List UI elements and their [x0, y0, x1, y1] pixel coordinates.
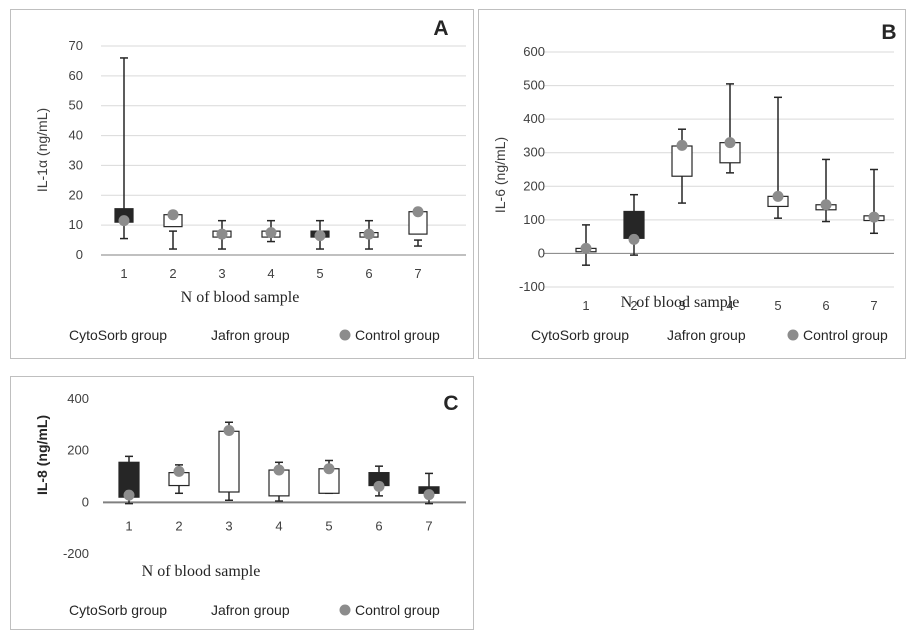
y-tick-label: 100	[523, 212, 545, 227]
y-tick-label: 200	[523, 178, 545, 193]
control-point	[167, 209, 179, 221]
y-tick-label: 40	[69, 128, 83, 143]
x-axis-title: N of blood sample	[621, 294, 740, 311]
chart-panel-b: -100 0 100 200 300 400 500 600 1 2 3 4 5 6 7 N of blood…	[478, 9, 906, 359]
legend-label: CytoSorb group	[531, 327, 629, 343]
x-tick-label: 5	[316, 266, 323, 281]
y-tick-label: 600	[523, 44, 545, 59]
control-point	[273, 464, 285, 476]
chart-panel-a: 0 10 20 30 40 50 60 70 1 2 3 4 5 6 7 N of blood sample I…	[10, 9, 474, 359]
y-tick-label: 60	[69, 68, 83, 83]
y-tick-label: 400	[523, 111, 545, 126]
y-tick-label: 200	[67, 443, 89, 458]
x-tick-label: 2	[175, 518, 182, 533]
y-tick-label: 300	[523, 145, 545, 160]
legend-label: Jafron group	[667, 327, 746, 343]
control-point	[868, 211, 880, 223]
control-point	[118, 215, 130, 227]
y-tick-label: 400	[67, 391, 89, 406]
x-tick-label: 5	[774, 298, 781, 313]
panel-label: C	[443, 392, 458, 415]
control-point	[123, 489, 135, 501]
chart-c-svg: -200 0 200 400 1 2 3 4 5 6 7 N of blood sample IL-8 …	[34, 391, 466, 618]
x-tick-label: 1	[120, 266, 127, 281]
legend-marker-control	[787, 329, 799, 341]
x-tick-label: 6	[365, 266, 372, 281]
x-tick-label: 4	[267, 266, 274, 281]
control-point	[373, 480, 385, 492]
control-point	[223, 425, 235, 437]
x-tick-label: 3	[225, 518, 232, 533]
control-point	[724, 137, 736, 149]
y-tick-label: -200	[63, 546, 89, 561]
control-point	[314, 230, 326, 242]
legend-label: CytoSorb group	[69, 327, 167, 343]
control-point	[580, 242, 592, 254]
x-tick-label: 4	[726, 298, 733, 313]
y-tick-label: 10	[69, 217, 83, 232]
chart-b-svg: -100 0 100 200 300 400 500 600 1 2 3 4 5 6 7 N of blood…	[492, 21, 897, 343]
y-tick-label: 20	[69, 187, 83, 202]
control-point	[423, 489, 435, 501]
y-tick-label: 70	[69, 38, 83, 53]
control-point	[820, 199, 832, 211]
y-tick-label: 500	[523, 78, 545, 93]
x-tick-label: 7	[425, 518, 432, 533]
legend-marker-control	[339, 329, 351, 341]
y-tick-label: 30	[69, 157, 83, 172]
control-point	[363, 228, 375, 240]
y-axis-title: IL-8 (ng/mL)	[34, 415, 50, 495]
panel-label: B	[881, 21, 896, 44]
control-point	[412, 206, 424, 218]
chart-a-svg: 0 10 20 30 40 50 60 70 1 2 3 4 5 6 7 N of blood sample I…	[34, 17, 466, 343]
x-tick-label: 3	[678, 298, 685, 313]
y-tick-label: 0	[76, 247, 83, 262]
control-point	[216, 228, 228, 240]
x-tick-label: 6	[375, 518, 382, 533]
x-tick-label: 2	[630, 298, 637, 313]
panel-label: A	[433, 17, 448, 40]
legend-label: Jafron group	[211, 602, 290, 618]
legend-label: Control group	[355, 327, 440, 343]
control-point	[628, 233, 640, 245]
legend-label: Control group	[355, 602, 440, 618]
y-tick-label: 50	[69, 98, 83, 113]
x-tick-label: 5	[325, 518, 332, 533]
x-tick-label: 4	[275, 518, 282, 533]
x-axis-title: N of blood sample	[142, 563, 261, 580]
control-point	[323, 463, 335, 475]
legend-label: Jafron group	[211, 327, 290, 343]
control-point	[772, 190, 784, 202]
x-tick-label: 2	[169, 266, 176, 281]
y-tick-label: 0	[82, 494, 89, 509]
x-tick-label: 7	[414, 266, 421, 281]
x-axis-title: N of blood sample	[181, 289, 300, 306]
y-tick-label: 0	[538, 245, 545, 260]
legend-label: CytoSorb group	[69, 602, 167, 618]
legend-marker-control	[339, 604, 351, 616]
y-tick-label: -100	[519, 279, 545, 294]
legend-label: Control group	[803, 327, 888, 343]
control-point	[173, 465, 185, 477]
box	[218, 430, 240, 493]
x-tick-label: 1	[125, 518, 132, 533]
x-tick-label: 6	[822, 298, 829, 313]
x-tick-label: 7	[870, 298, 877, 313]
chart-panel-c: -200 0 200 400 1 2 3 4 5 6 7 N of blood sample IL-8 …	[10, 376, 474, 630]
y-axis-title: IL-6 (ng/mL)	[492, 137, 508, 213]
x-tick-label: 3	[218, 266, 225, 281]
x-tick-label: 1	[582, 298, 589, 313]
control-point	[265, 227, 277, 239]
y-axis-title: IL-1α (ng/mL)	[34, 108, 50, 192]
control-point	[676, 139, 688, 151]
